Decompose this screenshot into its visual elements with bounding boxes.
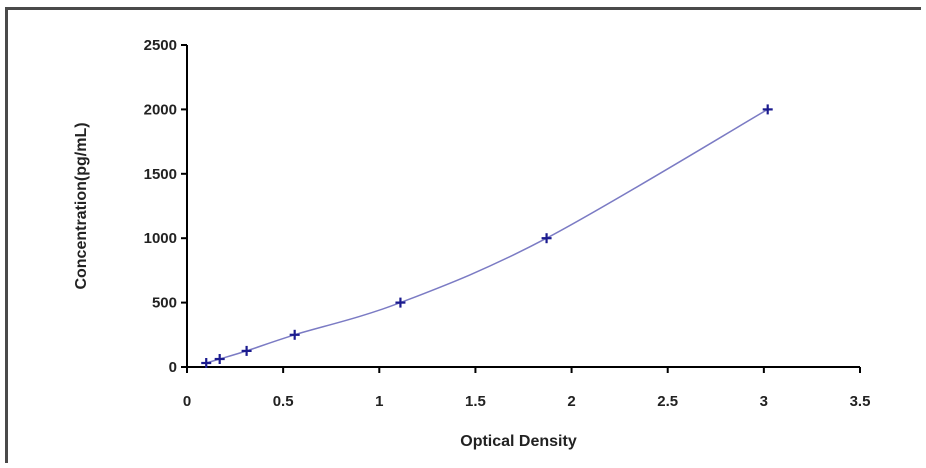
- y-tick-label: 0: [169, 359, 177, 376]
- y-tick-label: 1000: [144, 230, 177, 247]
- y-tick-label: 500: [152, 295, 177, 312]
- y-ticks: 0 500 1000 1500 2000 2500: [144, 37, 187, 376]
- data-points: [201, 104, 773, 369]
- x-tick-label: 0: [183, 393, 191, 410]
- data-point: [201, 358, 212, 369]
- data-point: [214, 354, 225, 365]
- x-tick-label: 3.5: [850, 393, 871, 410]
- y-tick-label: 2000: [144, 101, 177, 118]
- x-tick-label: 2.5: [657, 393, 678, 410]
- data-point: [541, 233, 552, 244]
- x-tick-label: 0.5: [273, 393, 294, 410]
- fit-curve: [206, 108, 769, 364]
- x-axis-title: Optical Density: [460, 433, 577, 450]
- axes: [186, 45, 860, 368]
- data-point: [289, 329, 300, 340]
- y-tick-label: 1500: [144, 166, 177, 183]
- x-ticks: 0 0.5 1 1.5 2 2.5 3 3.5: [183, 367, 871, 410]
- x-tick-label: 2: [567, 393, 575, 410]
- chart-frame: [5, 7, 921, 463]
- y-axis-title: Concentration(pg/mL): [73, 122, 90, 289]
- x-tick-label: 1: [375, 393, 383, 410]
- y-tick-label: 2500: [144, 37, 177, 54]
- data-point: [241, 345, 252, 356]
- x-tick-label: 3: [760, 393, 768, 410]
- data-point: [762, 104, 773, 115]
- x-tick-label: 1.5: [465, 393, 486, 410]
- data-point: [395, 297, 406, 308]
